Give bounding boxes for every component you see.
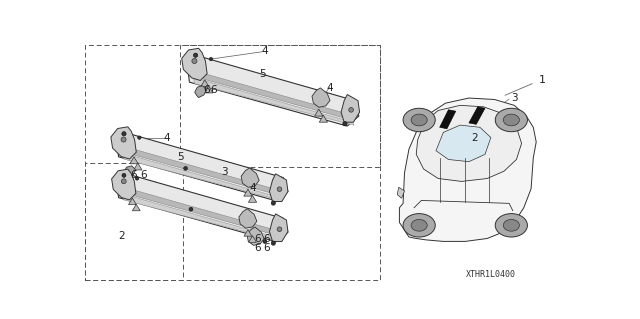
Ellipse shape [411, 114, 428, 126]
Text: 4: 4 [326, 83, 333, 93]
Polygon shape [134, 163, 142, 170]
Circle shape [343, 122, 347, 126]
Ellipse shape [495, 108, 527, 132]
Circle shape [271, 241, 275, 245]
Text: 6: 6 [131, 170, 137, 180]
Polygon shape [195, 86, 207, 98]
Polygon shape [341, 94, 360, 122]
Circle shape [135, 177, 139, 180]
Polygon shape [248, 195, 257, 202]
Text: 2: 2 [118, 231, 125, 241]
Circle shape [138, 136, 141, 139]
Text: 6: 6 [203, 85, 210, 95]
Text: 4: 4 [163, 133, 170, 143]
Polygon shape [117, 174, 288, 241]
Polygon shape [248, 236, 257, 242]
Polygon shape [315, 109, 323, 116]
Circle shape [349, 108, 353, 112]
Ellipse shape [403, 214, 435, 237]
Circle shape [263, 240, 267, 243]
Polygon shape [124, 166, 136, 178]
Circle shape [122, 179, 126, 184]
Polygon shape [122, 153, 282, 201]
Text: 6: 6 [254, 234, 260, 244]
Text: 6: 6 [263, 243, 269, 253]
Polygon shape [319, 115, 328, 122]
Bar [86, 163, 183, 280]
Polygon shape [205, 86, 213, 93]
Polygon shape [120, 145, 280, 195]
Text: XTHR1L0400: XTHR1L0400 [466, 270, 516, 279]
Polygon shape [399, 98, 536, 241]
Circle shape [277, 227, 282, 232]
Polygon shape [201, 80, 209, 87]
Circle shape [209, 57, 212, 61]
Polygon shape [193, 78, 354, 125]
Circle shape [122, 132, 126, 136]
Polygon shape [244, 230, 252, 236]
Polygon shape [132, 204, 140, 211]
Text: 6: 6 [140, 170, 147, 180]
Circle shape [277, 187, 282, 191]
Ellipse shape [503, 114, 520, 126]
Ellipse shape [503, 219, 520, 231]
Text: 5: 5 [259, 70, 266, 79]
Text: 2: 2 [471, 133, 477, 143]
Polygon shape [397, 187, 404, 198]
Polygon shape [440, 110, 456, 129]
Polygon shape [117, 134, 288, 201]
Polygon shape [120, 186, 280, 236]
Polygon shape [130, 157, 138, 164]
Polygon shape [122, 194, 282, 241]
Text: 5: 5 [177, 152, 184, 162]
Polygon shape [436, 125, 491, 162]
Text: 6: 6 [263, 234, 269, 244]
Text: 3: 3 [221, 167, 227, 177]
Polygon shape [244, 189, 252, 196]
Polygon shape [129, 198, 136, 204]
Text: 6: 6 [254, 243, 260, 253]
Polygon shape [269, 214, 288, 241]
Circle shape [271, 201, 275, 205]
Ellipse shape [411, 219, 428, 231]
Circle shape [192, 58, 197, 63]
Polygon shape [469, 107, 485, 124]
Ellipse shape [403, 108, 435, 132]
Polygon shape [182, 48, 207, 80]
Polygon shape [111, 127, 136, 159]
Polygon shape [247, 227, 264, 245]
Text: 4: 4 [249, 183, 256, 193]
Circle shape [189, 207, 193, 211]
Polygon shape [191, 70, 351, 120]
Circle shape [184, 167, 188, 170]
Text: 6: 6 [211, 85, 218, 95]
Circle shape [121, 137, 126, 142]
Text: 4: 4 [262, 46, 268, 56]
Polygon shape [188, 57, 359, 126]
Circle shape [122, 173, 126, 177]
Polygon shape [269, 174, 288, 202]
Text: 1: 1 [539, 75, 545, 85]
Polygon shape [312, 88, 330, 107]
Bar [86, 45, 380, 280]
Polygon shape [239, 209, 257, 228]
Ellipse shape [495, 214, 527, 237]
Text: 3: 3 [511, 93, 518, 103]
Circle shape [193, 53, 198, 57]
Polygon shape [111, 169, 136, 200]
Polygon shape [241, 168, 259, 187]
Bar [180, 45, 380, 167]
Polygon shape [416, 105, 522, 182]
